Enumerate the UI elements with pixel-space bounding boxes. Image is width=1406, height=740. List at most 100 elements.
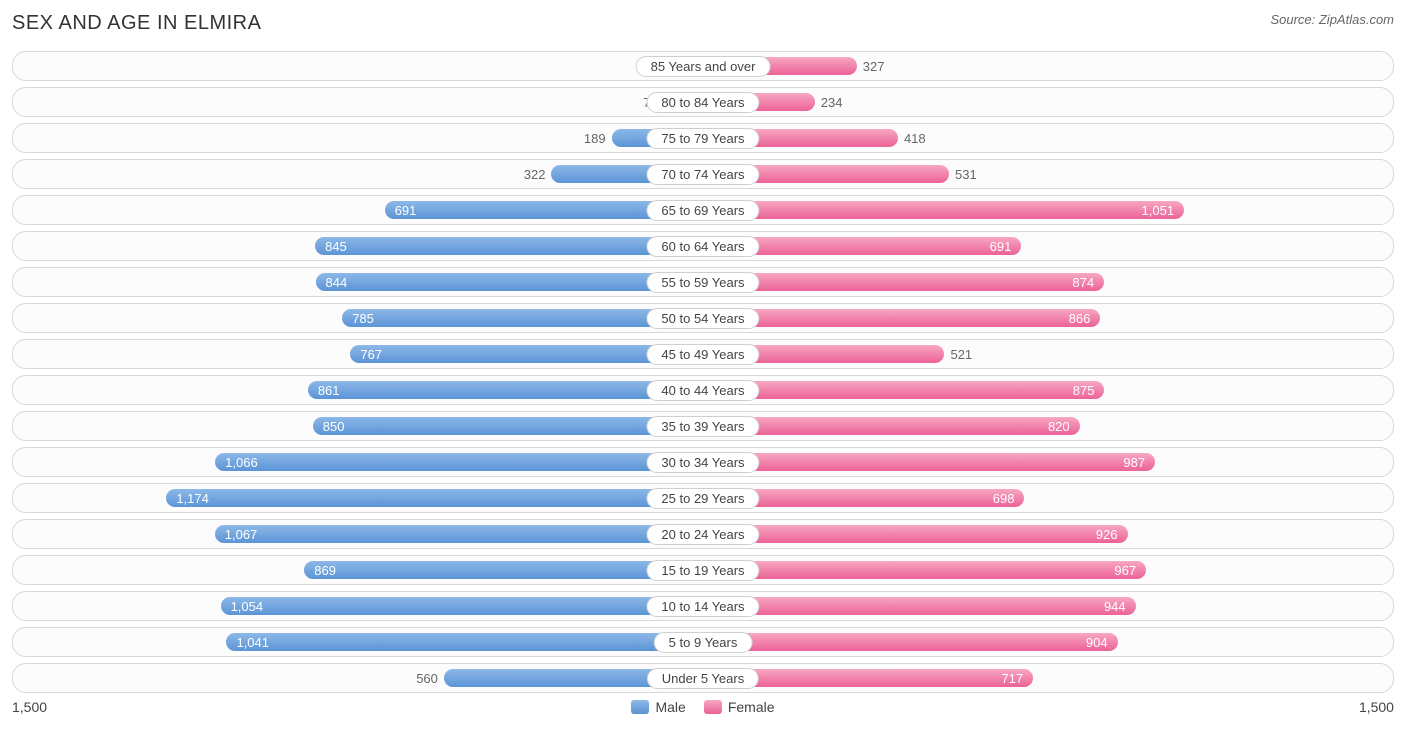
female-bar: 820 [709,417,1080,435]
male-value: 189 [578,131,612,146]
male-bar: 850 [313,417,697,435]
female-value: 531 [949,167,983,182]
male-bar: 844 [316,273,698,291]
source-credit: Source: ZipAtlas.com [1270,12,1394,27]
pyramid-row: 560 Under 5 Years 717 [12,663,1394,693]
female-value: 717 [1001,671,1023,686]
chart-title: SEX AND AGE IN ELMIRA [12,12,261,35]
pyramid-row: 86140 to 44 Years 875 [12,375,1394,405]
male-value: 785 [352,311,374,326]
pyramid-row: 7480 to 84 Years234 [12,87,1394,117]
female-bar: 874 [709,273,1104,291]
male-bar: 1,066 [215,453,697,471]
pyramid-row: 844 55 to 59 Years 874 [12,267,1394,297]
female-value: 874 [1072,275,1094,290]
male-value: 1,067 [225,527,258,542]
female-value: 967 [1114,563,1136,578]
female-value: 926 [1096,527,1118,542]
female-value: 698 [993,491,1015,506]
male-bar: 869 [304,561,697,579]
pyramid-row: 76745 to 49 Years 521 [12,339,1394,369]
age-category-label: 35 to 39 Years [646,416,759,437]
age-category-label: 5 to 9 Years [654,632,753,653]
male-value: 1,054 [231,599,264,614]
pyramid-row: 845 60 to 64 Years 691 [12,231,1394,261]
pyramid-row: 322 70 to 74 Years 531 [12,159,1394,189]
female-value: 820 [1048,419,1070,434]
pyramid-row: 189 75 to 79 Years 418 [12,123,1394,153]
axis-left-max: 1,500 [12,699,92,715]
female-bar: 866 [709,309,1100,327]
female-value: 418 [898,131,932,146]
male-value: 869 [314,563,336,578]
pyramid-row: 1,06630 to 34 Years 987 [12,447,1394,477]
female-bar: 944 [709,597,1136,615]
age-category-label: 40 to 44 Years [646,380,759,401]
male-value: 844 [326,275,348,290]
male-bar: 1,174 [166,489,697,507]
age-category-label: 25 to 29 Years [646,488,759,509]
pyramid-row: 1,041 5 to 9 Years 904 [12,627,1394,657]
male-value: 322 [518,167,552,182]
legend-female: Female [704,699,775,715]
age-category-label: 60 to 64 Years [646,236,759,257]
age-category-label: Under 5 Years [647,668,759,689]
male-bar: 1,041 [226,633,697,651]
male-value: 845 [325,239,347,254]
pyramid-row: 869 15 to 19 Years 967 [12,555,1394,585]
age-category-label: 55 to 59 Years [646,272,759,293]
male-bar: 845 [315,237,697,255]
legend: Male Female [631,699,774,715]
pyramid-row: 1,054 10 to 14 Years 944 [12,591,1394,621]
female-value: 521 [944,347,978,362]
male-value: 560 [410,671,444,686]
axis-right-max: 1,500 [1314,699,1394,715]
age-category-label: 10 to 14 Years [646,596,759,617]
pyramid-row: 1,174 25 to 29 Years 698 [12,483,1394,513]
female-value: 904 [1086,635,1108,650]
male-bar: 861 [308,381,697,399]
pyramid-row: 785 50 to 54 Years 866 [12,303,1394,333]
female-bar: 967 [709,561,1146,579]
pyramid-row: 1,067 20 to 24 Years 926 [12,519,1394,549]
age-category-label: 20 to 24 Years [646,524,759,545]
female-value: 234 [815,95,849,110]
pyramid-row: 850 35 to 39 Years 820 [12,411,1394,441]
age-category-label: 80 to 84 Years [646,92,759,113]
pyramid-row: 691 65 to 69 Years 1,051 [12,195,1394,225]
female-bar: 875 [709,381,1104,399]
male-value: 1,174 [176,491,209,506]
female-value: 327 [857,59,891,74]
male-bar: 1,067 [215,525,697,543]
age-category-label: 75 to 79 Years [646,128,759,149]
female-value: 1,051 [1142,203,1175,218]
male-bar: 767 [350,345,697,363]
pyramid-row: 8485 Years and over327 [12,51,1394,81]
age-category-label: 65 to 69 Years [646,200,759,221]
age-category-label: 45 to 49 Years [646,344,759,365]
age-category-label: 85 Years and over [636,56,771,77]
male-bar: 785 [342,309,697,327]
female-bar: 904 [709,633,1118,651]
age-category-label: 30 to 34 Years [646,452,759,473]
female-value: 875 [1073,383,1095,398]
female-value: 866 [1069,311,1091,326]
female-value: 691 [990,239,1012,254]
female-value: 944 [1104,599,1126,614]
female-bar: 987 [709,453,1155,471]
male-bar: 1,054 [221,597,697,615]
age-category-label: 70 to 74 Years [646,164,759,185]
female-bar: 926 [709,525,1128,543]
female-bar: 1,051 [709,201,1184,219]
male-swatch-icon [631,700,649,714]
legend-male-label: Male [655,699,685,715]
age-category-label: 15 to 19 Years [646,560,759,581]
population-pyramid: 8485 Years and over3277480 to 84 Years23… [12,51,1394,693]
female-value: 987 [1123,455,1145,470]
age-category-label: 50 to 54 Years [646,308,759,329]
legend-male: Male [631,699,685,715]
male-value: 850 [323,419,345,434]
male-value: 1,041 [236,635,269,650]
male-value: 691 [395,203,417,218]
female-swatch-icon [704,700,722,714]
